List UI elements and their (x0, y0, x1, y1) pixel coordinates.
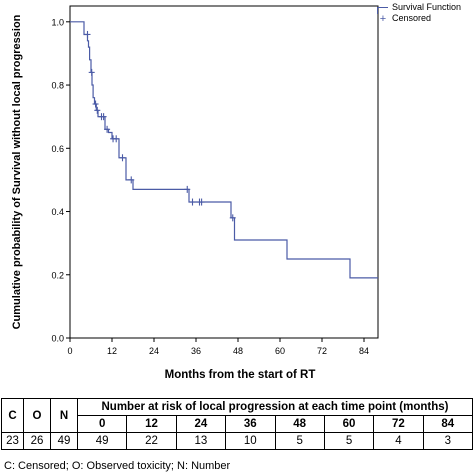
timepoint-cell: 36 (225, 415, 276, 433)
total-count: 49 (50, 432, 78, 450)
x-tick-label: 12 (107, 346, 117, 356)
chart-axes (69, 5, 379, 339)
at-risk-cell: 4 (373, 432, 424, 450)
y-tick-label: 0.6 (51, 144, 64, 154)
observed-count: 26 (23, 432, 51, 450)
header-observed: O (23, 398, 51, 433)
timepoint-cell: 12 (126, 415, 177, 433)
risk-table-header-row: C O N Number at risk of local progressio… (1, 398, 473, 433)
timepoint-cell: 60 (323, 415, 375, 433)
censored-marker (113, 135, 120, 143)
censored-marker (92, 100, 99, 108)
timepoint-cell: 72 (373, 415, 424, 433)
timepoint-cell: 0 (76, 415, 128, 433)
censored-marker (229, 214, 236, 222)
at-risk-cell: 5 (274, 432, 325, 450)
censored-marker (94, 106, 101, 114)
at-risk-cell: 13 (175, 432, 227, 450)
censored-marker (84, 30, 91, 38)
x-tick-label: 84 (359, 346, 369, 356)
at-risk-cell: 49 (76, 432, 128, 450)
y-tick-label: 0.8 (51, 81, 64, 91)
x-axis-title: Months from the start of RT (164, 369, 316, 381)
x-tick-label: 0 (67, 346, 72, 356)
x-tick-label: 36 (191, 346, 201, 356)
timepoint-cell: 84 (422, 415, 474, 433)
risk-table: C O N Number at risk of local progressio… (1, 398, 474, 450)
plot-frame (69, 5, 379, 339)
censored-marker (184, 185, 191, 193)
legend-item-censored: + Censored (376, 13, 461, 24)
at-risk-cell: 22 (126, 432, 177, 450)
legend-label-censored: Censored (392, 13, 432, 23)
x-tick-label: 24 (149, 346, 159, 356)
cross-marker-icon: + (379, 12, 387, 25)
x-tick-label: 72 (317, 346, 327, 356)
censored-count: 23 (1, 432, 24, 450)
at-risk-cell: 3 (422, 432, 474, 450)
censored-marker (88, 68, 95, 76)
censored-marker (119, 154, 126, 162)
risk-table-data-row: 23 26 49 49 22 13 10 5 5 4 3 (1, 432, 474, 450)
legend: Survival Function + Censored (376, 2, 461, 24)
at-risk-cell: 5 (323, 432, 375, 450)
censored-markers (84, 30, 236, 222)
km-chart: 0.0 0.2 0.4 0.6 0.8 1.0 0 12 24 36 48 60 72 84 (51, 5, 379, 356)
y-tick-label: 0.2 (51, 270, 64, 280)
survival-step-line (70, 21, 378, 279)
legend-item-survival: Survival Function (376, 2, 462, 14)
at-risk-cell: 10 (225, 432, 276, 450)
y-axis-title: Cumulative probability of Survival witho… (11, 14, 23, 330)
x-tick-label: 48 (233, 346, 243, 356)
y-tick-label: 0.4 (51, 207, 64, 217)
chart-ticks: 0.0 0.2 0.4 0.6 0.8 1.0 0 12 24 36 48 60 72 84 (51, 17, 369, 356)
header-at-risk: Number at risk of local progression at e… (77, 398, 473, 416)
censored-marker (128, 176, 135, 184)
y-tick-label: 1.0 (51, 17, 64, 27)
header-censored: C (1, 398, 24, 433)
x-tick-label: 60 (275, 346, 285, 356)
censored-marker (198, 198, 205, 206)
timepoint-cell: 48 (274, 415, 325, 433)
y-tick-label: 0.0 (51, 334, 64, 344)
survival-curve (70, 21, 378, 279)
footnote: C: Censored; O: Observed toxicity; N: Nu… (4, 460, 231, 472)
timepoint-cell: 24 (175, 415, 227, 433)
censored-marker (104, 125, 111, 133)
header-number: N (50, 398, 78, 433)
y-axis-title-box: Cumulative probability of Survival witho… (2, 2, 32, 342)
censored-marker (100, 113, 107, 121)
step-line-icon (376, 4, 390, 14)
legend-label-survival: Survival Function (392, 2, 462, 12)
censored-marker (189, 198, 196, 206)
